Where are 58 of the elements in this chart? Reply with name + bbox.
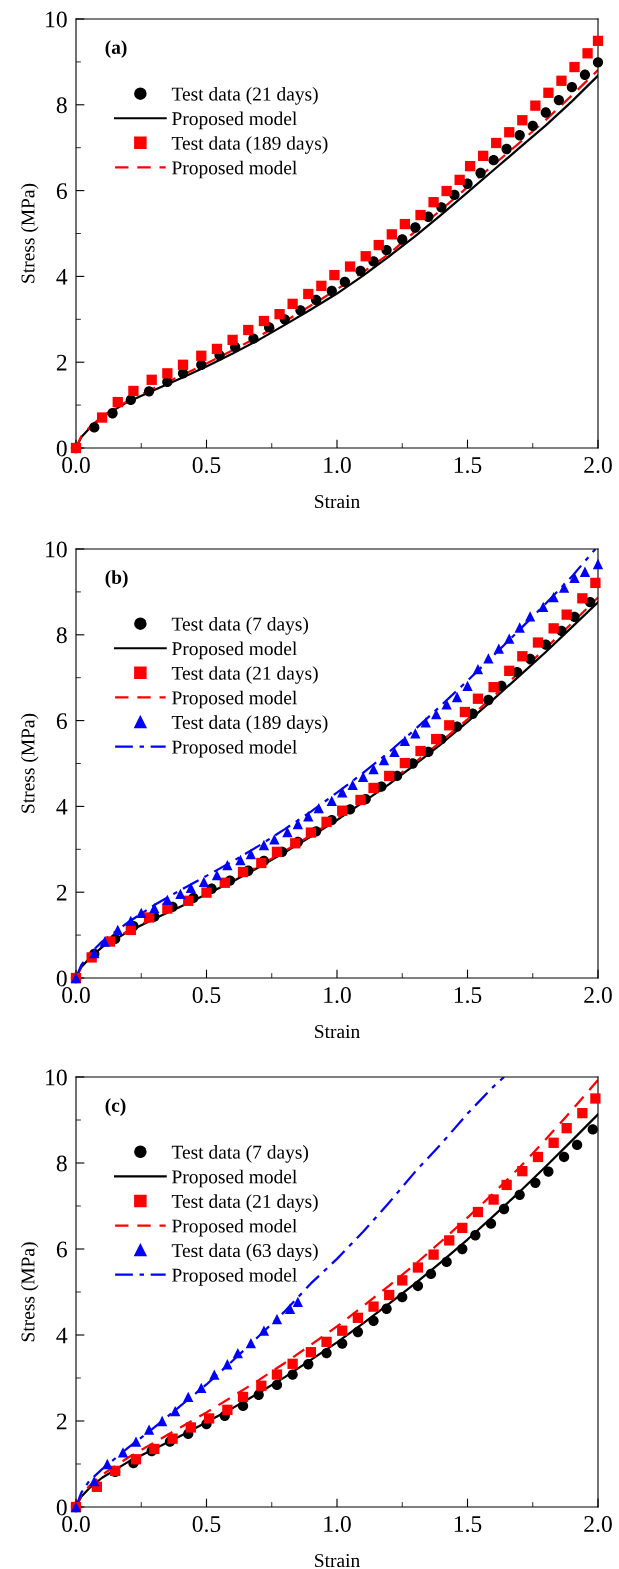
- legend-label: Proposed model: [172, 739, 297, 758]
- y-tick-label: 0: [56, 970, 67, 987]
- y-tick-label: 2: [56, 354, 67, 371]
- y-tick-label: 8: [56, 1155, 67, 1172]
- y-tick-label: 10: [46, 1069, 67, 1086]
- x-tick-label: 2.0: [584, 457, 612, 474]
- y-axis-title: Stress (MPa): [20, 713, 39, 813]
- y-tick-label: 4: [56, 799, 68, 815]
- legend-label: Test data (21 days): [171, 666, 318, 684]
- y-tick-label: 8: [56, 627, 67, 644]
- legend-label: Proposed model: [172, 160, 297, 179]
- x-tick-label: 0.0: [62, 987, 90, 1004]
- legend-label: Test data (21 days): [171, 1194, 318, 1212]
- x-tick-label: 2.0: [584, 987, 612, 1004]
- legend-label: Test data (7 days): [171, 1145, 309, 1163]
- legend-label: Proposed model: [172, 111, 297, 130]
- y-tick-label: 2: [56, 1413, 67, 1430]
- x-tick-label: 1.0: [324, 987, 351, 1004]
- y-tick-label: 0: [56, 440, 67, 457]
- x-tick-label: 0.5: [192, 457, 221, 474]
- x-tick-label: 1.5: [454, 457, 482, 474]
- y-tick-label: 4: [56, 269, 68, 285]
- text: (b): [105, 570, 128, 588]
- text: (c): [105, 1098, 126, 1116]
- y-tick-label: 2: [56, 884, 67, 901]
- legend-label: Test data (21 days): [171, 86, 318, 105]
- legend-label: Proposed model: [172, 641, 297, 660]
- x-tick-label: 0.5: [192, 987, 221, 1004]
- text: (a): [105, 40, 127, 58]
- x-tick-label: 0.0: [62, 1516, 90, 1533]
- y-axis-title: Stress (MPa): [20, 1242, 39, 1342]
- y-tick-label: 6: [56, 713, 67, 730]
- x-tick-label: 0.0: [62, 457, 90, 474]
- legend-label: Test data (189 days): [171, 715, 328, 733]
- legend-label: Proposed model: [172, 1268, 297, 1286]
- y-tick-label: 4: [56, 1327, 68, 1344]
- legend-label: Proposed model: [172, 1169, 297, 1188]
- y-tick-label: 6: [56, 1241, 67, 1258]
- x-axis-title: Strain: [315, 1554, 360, 1568]
- y-axis-title: Stress (MPa): [20, 183, 39, 283]
- y-tick-label: 10: [46, 11, 67, 28]
- legend-label: Proposed model: [172, 690, 297, 709]
- legend-label: Test data (189 days): [171, 136, 328, 154]
- legend-label: Test data (63 days): [171, 1243, 318, 1262]
- x-tick-label: 1.5: [454, 1516, 482, 1533]
- legend-label: Proposed model: [172, 1218, 297, 1237]
- x-tick-label: 1.5: [454, 987, 482, 1004]
- x-tick-label: 0.5: [192, 1516, 221, 1533]
- x-tick-label: 1.0: [324, 1516, 351, 1533]
- y-tick-label: 0: [56, 1499, 67, 1516]
- x-axis-title: Strain: [315, 495, 360, 509]
- y-tick-label: 8: [56, 97, 67, 114]
- x-tick-label: 1.0: [324, 457, 351, 474]
- y-tick-label: 6: [56, 183, 67, 200]
- legend-label: Test data (7 days): [171, 616, 309, 635]
- x-tick-label: 2.0: [584, 1516, 612, 1533]
- x-axis-title: Strain: [315, 1025, 360, 1039]
- y-tick-label: 10: [46, 541, 67, 558]
